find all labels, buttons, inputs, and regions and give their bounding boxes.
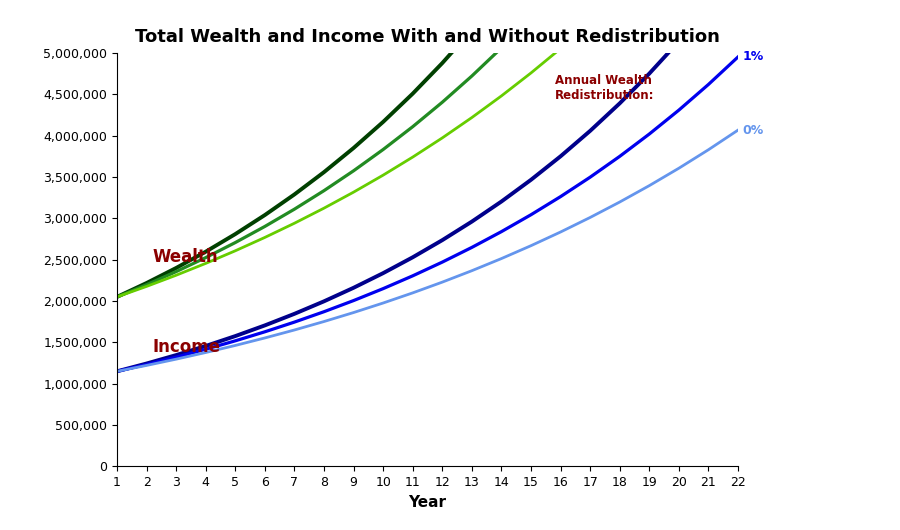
Text: Wealth: Wealth [152, 249, 218, 266]
X-axis label: Year: Year [409, 494, 446, 510]
Title: Total Wealth and Income With and Without Redistribution: Total Wealth and Income With and Without… [135, 28, 720, 46]
Text: Income: Income [152, 338, 220, 356]
Text: 0%: 0% [742, 123, 764, 137]
Text: Annual Wealth
Redistribution:: Annual Wealth Redistribution: [554, 74, 654, 102]
Text: 1%: 1% [742, 50, 764, 64]
